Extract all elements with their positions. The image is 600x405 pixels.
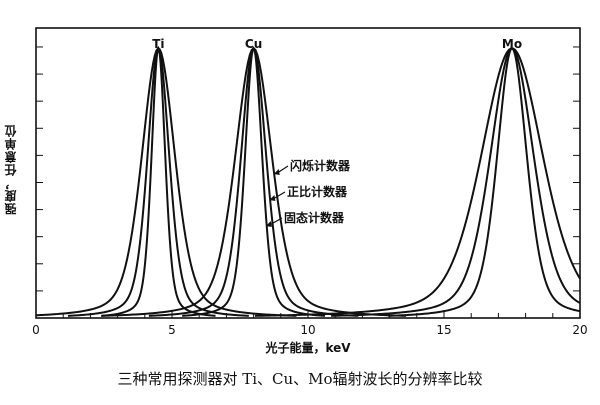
peak-label-cu: Cu — [245, 37, 262, 51]
x-tick-label: 20 — [572, 323, 587, 337]
arrow-icon — [273, 169, 280, 175]
curve-ti-series-2 — [67, 46, 249, 317]
curve-cu-series-1 — [101, 46, 406, 317]
curve-ti-series-3 — [101, 45, 216, 317]
curve-mo-series-2 — [331, 47, 581, 317]
curve-ti-series-1 — [35, 47, 297, 317]
peak-label-mo: Mo — [502, 37, 522, 51]
y-axis-label: 强度，任意单位 — [4, 124, 18, 216]
curve-mo-series-3 — [388, 47, 581, 317]
peak-labels: Ti Cu Mo — [152, 37, 522, 51]
plot-frame — [35, 27, 581, 319]
peak-curves — [35, 45, 581, 317]
x-tick-label: 5 — [168, 323, 176, 337]
curve-mo-series-1 — [254, 47, 581, 317]
x-tick-label: 15 — [436, 323, 451, 337]
figure-caption: 三种常用探测器对 Ti、Cu、Mo辐射波长的分辨率比较 — [117, 370, 483, 388]
arrow-icon — [265, 221, 272, 227]
x-tick-label: 10 — [300, 323, 315, 337]
annotation-series-2: 正比计数器 — [287, 184, 348, 199]
annotation-series-1: 闪烁计数器 — [290, 158, 351, 173]
arrow-icon — [269, 195, 276, 201]
annotation-series-3: 固态计数器 — [284, 210, 345, 225]
peak-label-ti: Ti — [152, 37, 164, 51]
x-tick-label: 0 — [32, 323, 40, 337]
y-ticks — [36, 46, 580, 292]
x-axis-label: 光子能量，keV — [264, 340, 351, 355]
curve-cu-series-3 — [182, 46, 326, 317]
curve-cu-series-2 — [148, 46, 359, 317]
